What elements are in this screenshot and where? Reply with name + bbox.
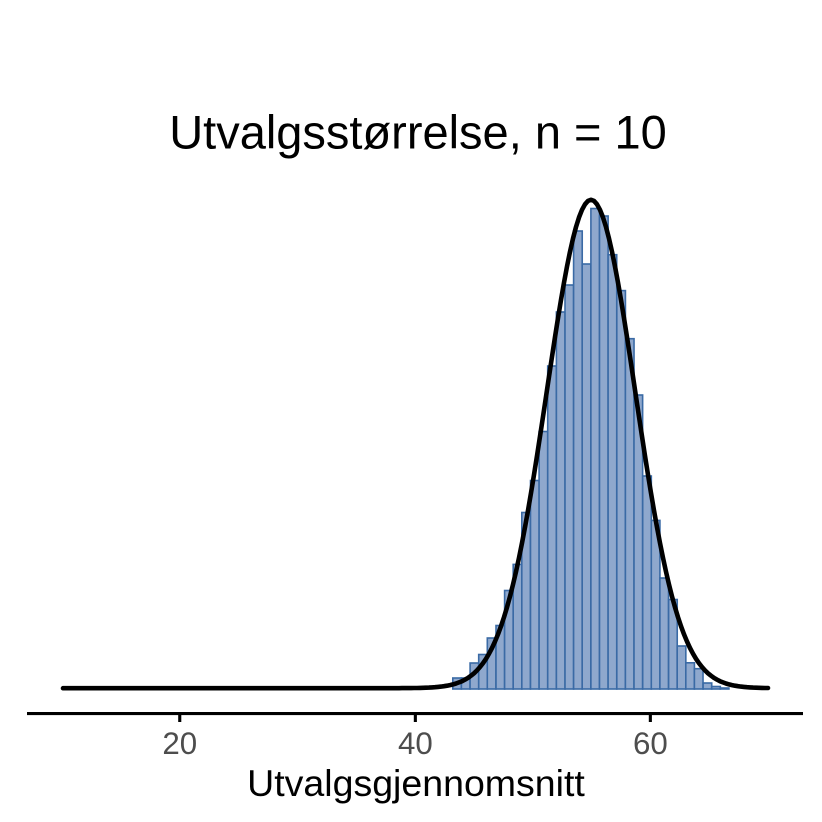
svg-text:40: 40 (398, 726, 433, 761)
svg-text:Utvalgsgjennomsnitt: Utvalgsgjennomsnitt (247, 762, 585, 804)
svg-text:20: 20 (162, 726, 197, 761)
svg-text:60: 60 (633, 726, 668, 761)
svg-text:Utvalgsstørrelse, n = 10: Utvalgsstørrelse, n = 10 (169, 106, 667, 159)
